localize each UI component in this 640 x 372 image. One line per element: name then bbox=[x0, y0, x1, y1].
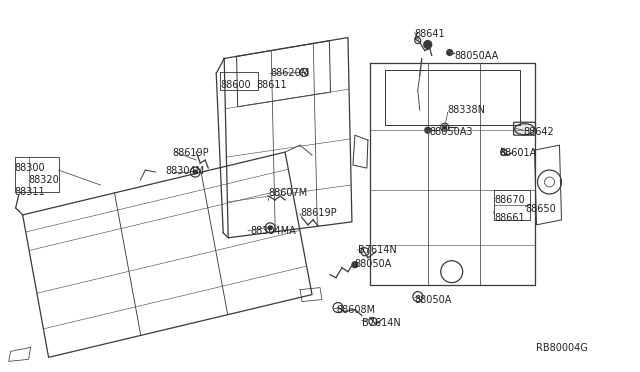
Circle shape bbox=[352, 262, 358, 268]
Text: 88050AA: 88050AA bbox=[454, 51, 499, 61]
Text: 88620M: 88620M bbox=[270, 68, 309, 78]
Text: 88642: 88642 bbox=[524, 127, 554, 137]
Text: 88600: 88600 bbox=[220, 80, 251, 90]
Text: 88304M: 88304M bbox=[165, 166, 204, 176]
Text: 88650: 88650 bbox=[525, 204, 556, 214]
Text: 88320: 88320 bbox=[29, 175, 60, 185]
Text: 88661: 88661 bbox=[495, 213, 525, 223]
Text: 88300: 88300 bbox=[15, 163, 45, 173]
Ellipse shape bbox=[515, 124, 534, 135]
Text: 88607M: 88607M bbox=[268, 188, 307, 198]
Circle shape bbox=[193, 170, 197, 174]
Text: 88611: 88611 bbox=[256, 80, 287, 90]
Text: B7614N: B7614N bbox=[362, 318, 401, 327]
Text: 88619P: 88619P bbox=[300, 208, 337, 218]
Text: 88338N: 88338N bbox=[448, 105, 486, 115]
Text: B7614N: B7614N bbox=[358, 245, 397, 255]
Text: 88304MA: 88304MA bbox=[250, 226, 296, 236]
Text: 88641: 88641 bbox=[415, 29, 445, 39]
Circle shape bbox=[268, 226, 272, 230]
Text: 88601A: 88601A bbox=[500, 148, 537, 158]
Text: 88050A3: 88050A3 bbox=[430, 127, 473, 137]
Text: 88619P: 88619P bbox=[172, 148, 209, 158]
Text: RB80004G: RB80004G bbox=[536, 343, 588, 353]
Text: 88311: 88311 bbox=[15, 187, 45, 197]
Circle shape bbox=[424, 41, 432, 48]
Text: 88050A: 88050A bbox=[415, 295, 452, 305]
FancyBboxPatch shape bbox=[513, 122, 536, 135]
Circle shape bbox=[425, 127, 431, 133]
Text: 88608M: 88608M bbox=[336, 305, 375, 315]
Circle shape bbox=[447, 49, 452, 55]
Circle shape bbox=[443, 125, 447, 129]
Text: 88670: 88670 bbox=[495, 195, 525, 205]
Text: 88050A: 88050A bbox=[354, 259, 391, 269]
